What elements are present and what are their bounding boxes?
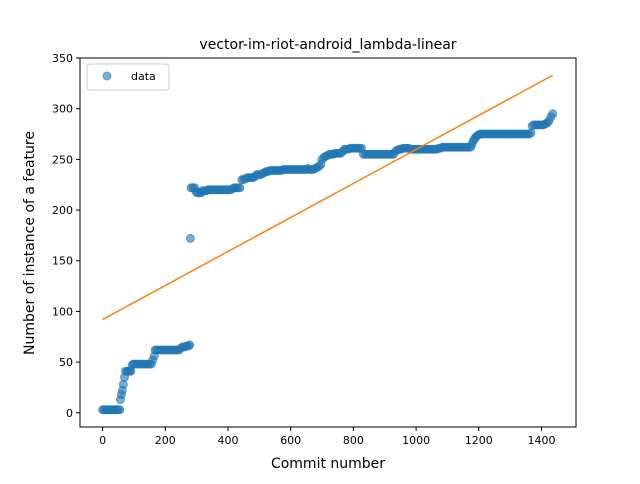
y-tick-label: 150 [52,255,73,268]
data-point [548,109,558,119]
axes-frame [79,57,577,428]
x-tick-label: 0 [99,434,106,447]
x-tick-label: 400 [217,434,238,447]
x-axis-ticks: 0 200 400 600 800 1000 1200 1400 [99,427,556,447]
fit-line [102,74,554,321]
plot-area [79,57,577,428]
y-tick-label: 100 [52,305,73,318]
legend: data [86,63,170,91]
data-point [185,233,195,243]
x-tick-label: 200 [155,434,176,447]
x-tick-label: 1200 [465,434,493,447]
y-axis-ticks: 0 50 100 150 200 250 300 350 [52,52,80,420]
y-axis-label: Number of instance of a feature [22,131,38,355]
chart-title: vector-im-riot-android_lambda-linear [199,37,456,53]
x-tick-label: 800 [343,434,364,447]
legend-marker [102,71,112,81]
x-axis-label: Commit number [271,456,385,472]
data-point [185,340,195,350]
data-point [235,183,245,193]
x-tick-label: 1000 [402,434,430,447]
legend-label: data [131,70,156,83]
data-point [115,405,125,415]
y-tick-label: 300 [52,103,73,116]
y-tick-label: 0 [66,407,73,420]
x-tick-label: 600 [280,434,301,447]
x-tick-label: 1400 [528,434,556,447]
y-tick-label: 200 [52,204,73,217]
y-tick-label: 50 [59,356,73,369]
y-tick-label: 350 [52,52,73,65]
y-tick-label: 250 [52,153,73,166]
legend-box [86,63,170,91]
